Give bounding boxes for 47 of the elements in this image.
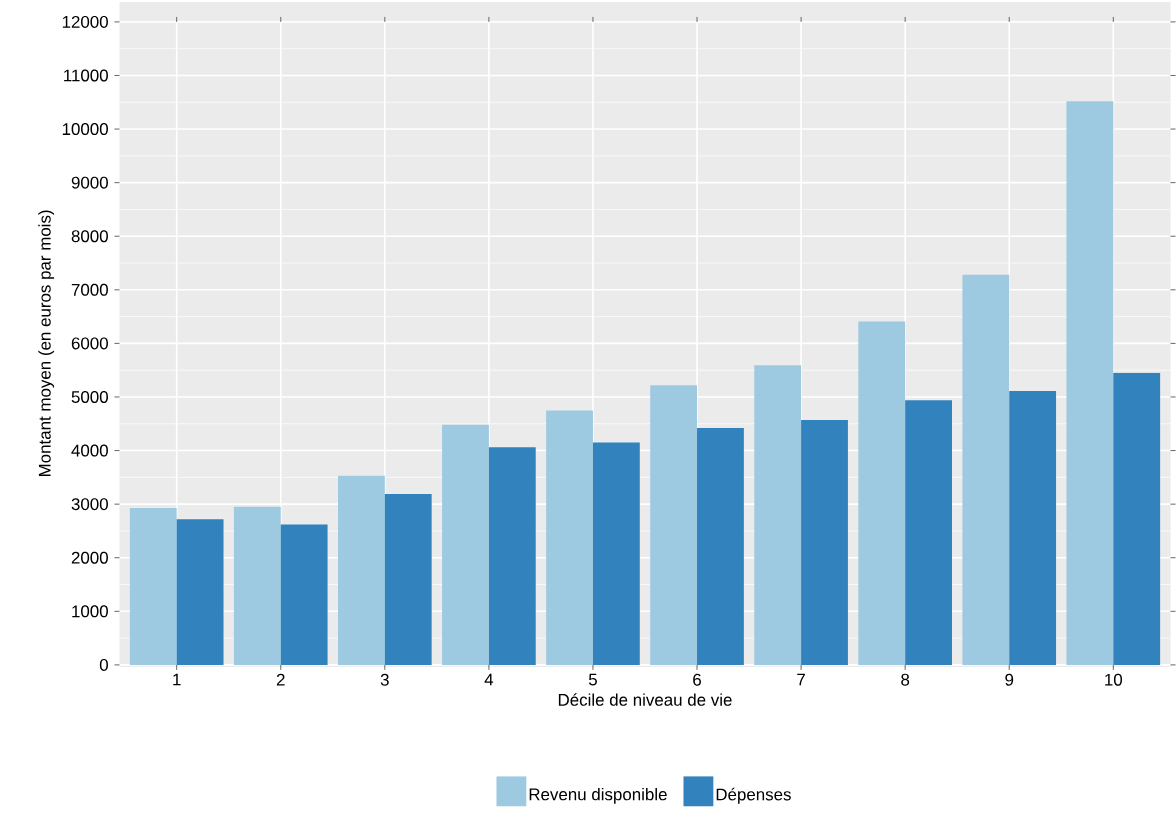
x-tick-label: 6 bbox=[693, 673, 701, 686]
bar bbox=[592, 442, 640, 665]
bar bbox=[754, 365, 802, 665]
bar bbox=[1009, 391, 1057, 665]
y-tick-label: 1000 bbox=[72, 605, 108, 618]
x-tick-label: 7 bbox=[797, 673, 805, 686]
bar bbox=[129, 507, 177, 665]
bar bbox=[1113, 372, 1161, 665]
y-tick-label: 11000 bbox=[64, 69, 108, 82]
x-tick-label: 3 bbox=[380, 673, 389, 686]
y-tick-label: 4000 bbox=[71, 444, 108, 457]
x-tick-label: 2 bbox=[276, 673, 285, 686]
bar bbox=[697, 428, 744, 665]
y-tick-label: 7000 bbox=[71, 283, 108, 296]
y-tick-label: 5000 bbox=[71, 390, 108, 403]
y-tick-label: 2000 bbox=[71, 551, 108, 564]
bar bbox=[650, 385, 698, 665]
y-tick-label: 10000 bbox=[62, 123, 108, 136]
bar bbox=[962, 274, 1010, 665]
bar bbox=[176, 519, 224, 665]
x-tick-label: 10 bbox=[1105, 673, 1123, 686]
x-axis-title: Décile de niveau de vie bbox=[558, 693, 732, 706]
bar bbox=[337, 475, 385, 665]
bar bbox=[384, 493, 432, 665]
bar bbox=[546, 410, 593, 665]
y-tick-label: 9000 bbox=[71, 176, 108, 189]
x-tick-label: 4 bbox=[484, 673, 494, 686]
x-tick-label: 8 bbox=[901, 673, 910, 686]
x-tick-label: 1 bbox=[173, 673, 181, 686]
y-tick-label: 0 bbox=[99, 658, 108, 671]
legend-label: Revenu disponible bbox=[529, 787, 667, 804]
bar bbox=[488, 447, 536, 665]
y-tick-label: 3000 bbox=[71, 498, 108, 511]
bar bbox=[442, 424, 489, 665]
bar bbox=[280, 524, 328, 665]
bar bbox=[233, 506, 281, 665]
bar bbox=[1066, 101, 1114, 665]
y-tick-label: 8000 bbox=[71, 230, 108, 243]
legend-label: Dépenses bbox=[716, 787, 791, 804]
y-axis-title: Montant moyen (en euros par mois) bbox=[38, 210, 55, 476]
x-tick-label: 5 bbox=[588, 673, 597, 686]
bar bbox=[801, 419, 848, 665]
y-tick-label: 12000 bbox=[62, 15, 108, 28]
bar bbox=[905, 400, 952, 665]
y-tick-label: 6000 bbox=[71, 337, 108, 350]
bar bbox=[858, 321, 906, 665]
x-tick-label: 9 bbox=[1005, 673, 1014, 686]
